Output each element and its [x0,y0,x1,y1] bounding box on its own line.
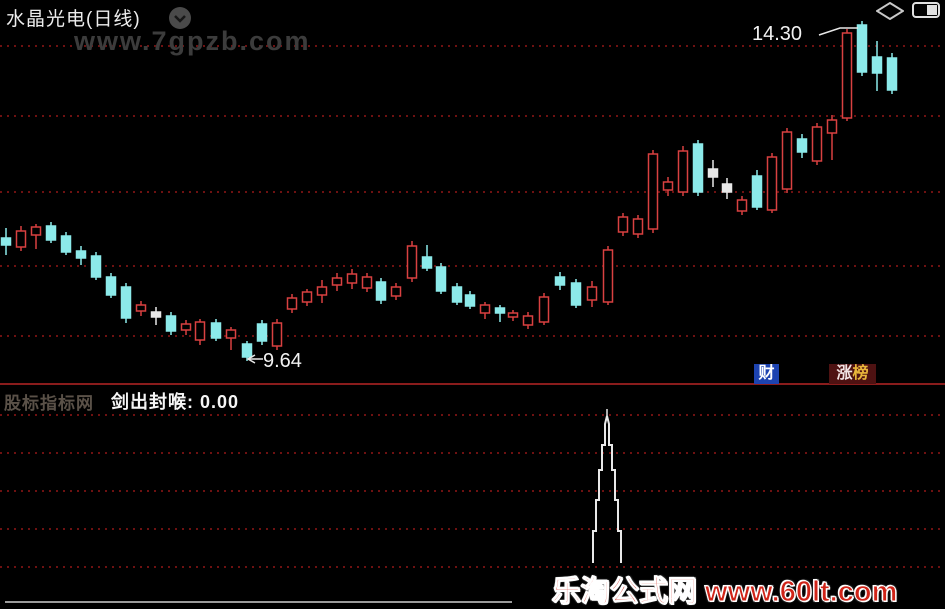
candle-body [135,304,147,312]
candle-body [617,216,629,233]
candle-body [692,143,704,193]
candle-body [301,291,313,303]
candle-body [451,286,463,303]
page-title: 水晶光电(日线) [6,9,141,30]
candle-body [421,256,433,269]
candle-body [375,281,387,301]
candle-body [856,24,868,73]
low-price-label: 9.64 [263,350,302,372]
candle-body [677,150,689,193]
candle-body [316,286,328,296]
rank-badge-char2: 榜 [852,365,869,382]
candle-body [570,282,582,306]
candle-body [662,181,674,191]
candle-body [180,323,192,331]
candle-body [826,119,838,134]
chevron-down-icon [174,15,186,23]
candle-body [15,230,27,248]
candle-body [105,276,117,296]
candle-body [286,297,298,310]
candle-body [194,321,206,341]
candle-body [602,249,614,303]
candle-body [435,266,447,292]
candle-body [331,277,343,286]
candle-body [586,286,598,301]
gainers-rank-badge[interactable]: 涨榜 [829,364,876,384]
candle-body [346,273,358,284]
candle-body [736,199,748,212]
candle-body [256,323,268,342]
candle-body [479,304,491,314]
finance-badge[interactable]: 财 [754,364,779,384]
candle-body [721,183,733,193]
candle-body [225,329,237,339]
bottom-watermark: 乐淘公式网 www.60lt.com [551,576,898,609]
candle-body [210,322,222,339]
split-screen-icon[interactable] [912,2,940,23]
indicator-panel-watermark: 股标指标网 [4,394,94,413]
candle-body [507,312,519,318]
candle-body [494,307,506,314]
candle-body [647,153,659,230]
candle-body [271,322,283,347]
candle-body [781,131,793,190]
candle-body [522,315,534,326]
candle-body [811,126,823,162]
low-callout-arrow-head [246,354,256,364]
candle-body [707,168,719,178]
indicator-label: 剑出封喉: 0.00 [111,392,240,412]
candle-body [796,138,808,153]
high-callout-line [818,27,858,36]
high-price-label: 14.30 [752,23,803,45]
candle-body [538,296,550,323]
candle-body [150,311,162,318]
candle-body [60,235,72,253]
diamond-icon[interactable] [875,1,905,25]
title-dropdown-button[interactable] [169,7,191,29]
indicator-spike-shape [592,415,622,563]
chart-watermark: www.7gpzb.com [74,26,311,56]
candle-body [45,225,57,241]
candle-body [464,294,476,307]
candle-body [165,315,177,332]
candle-body [554,276,566,286]
candle-body [390,286,402,297]
candle-body [90,255,102,278]
candle-body [841,32,853,119]
candle-body [871,56,883,74]
candle-body [886,57,898,91]
candle-body [751,175,763,208]
candle-body [766,156,778,211]
candle-body [75,250,87,259]
candle-body [120,286,132,319]
candle-body [406,245,418,279]
candle-body [241,343,253,358]
candle-body [361,276,373,289]
candle-body [632,218,644,235]
rank-badge-char1: 涨 [836,365,853,382]
candle-body [0,237,12,246]
candle-body [30,226,42,236]
